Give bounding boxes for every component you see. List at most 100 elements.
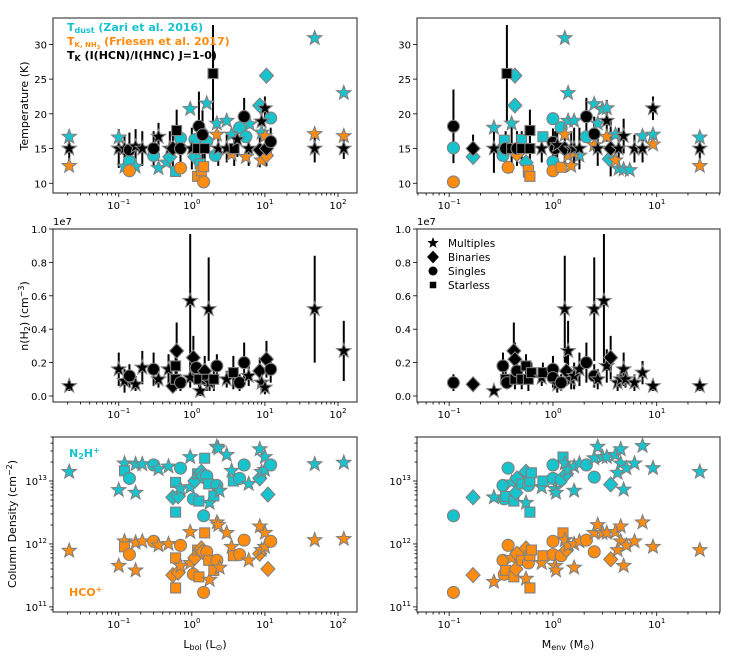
- star-marker: [485, 381, 503, 399]
- circle-marker: [147, 362, 161, 376]
- star-marker: [565, 481, 583, 499]
- legend-label: Singles: [448, 266, 486, 278]
- tick-label: 101: [648, 407, 665, 421]
- star-marker: [209, 439, 227, 456]
- diamond-marker: [465, 489, 481, 506]
- star-marker: [562, 156, 580, 174]
- star-marker: [633, 139, 652, 156]
- star-marker: [60, 376, 78, 394]
- offset-label-right: 1e7: [417, 217, 436, 228]
- star-marker: [218, 111, 236, 129]
- square-marker: [199, 143, 211, 155]
- tick-label: 10: [34, 179, 47, 190]
- star-marker: [633, 437, 652, 454]
- star-marker: [615, 556, 633, 574]
- circle-marker: [446, 141, 461, 155]
- circle-marker: [579, 458, 593, 472]
- legend-item-binaries: Binaries: [427, 250, 490, 264]
- star-marker: [60, 541, 78, 559]
- square-marker: [525, 467, 537, 479]
- star-marker: [485, 139, 503, 156]
- star-marker: [610, 139, 628, 156]
- diamond-marker: [602, 349, 619, 366]
- square-marker: [524, 582, 536, 594]
- series-hco-: [60, 513, 353, 599]
- star-marker: [556, 454, 574, 471]
- diamond-marker: [260, 486, 276, 503]
- circle-marker: [501, 160, 515, 174]
- star-marker: [559, 83, 577, 101]
- star-marker: [110, 556, 128, 574]
- star-marker: [149, 370, 168, 387]
- star-marker: [503, 114, 521, 131]
- star-marker: [335, 83, 353, 101]
- legend-label: Multiples: [448, 238, 495, 250]
- star-marker: [589, 139, 607, 156]
- axes-frame: [52, 228, 358, 403]
- legend-item-multiples: Multiples: [427, 237, 495, 250]
- star-marker: [133, 455, 151, 472]
- panel-density-vs-lbol: 10−1 100 101 102 0.0 0.2 0.4 0.6 0.8 1.0: [31, 225, 358, 421]
- tick-label: 25: [398, 75, 411, 86]
- tick-label: 1.0: [31, 225, 47, 236]
- circle-marker: [264, 534, 278, 548]
- tick-label: 101: [648, 198, 665, 212]
- plot-area: [60, 24, 353, 189]
- legend-dust: Tdust (Zari et al. 2016): [67, 21, 203, 35]
- star-marker: [691, 541, 709, 558]
- tick-label: 10−1: [107, 198, 130, 212]
- star-marker: [60, 139, 78, 156]
- diamond-marker: [168, 342, 185, 360]
- square-marker: [501, 68, 513, 80]
- star-marker: [228, 130, 246, 147]
- square-marker: [524, 170, 536, 182]
- circle-marker: [446, 376, 461, 390]
- tick-label: 1.0: [395, 225, 411, 236]
- star-marker: [559, 341, 577, 359]
- circle-marker: [173, 161, 188, 175]
- square-marker: [537, 367, 549, 379]
- star-marker: [585, 95, 603, 112]
- star-marker: [198, 94, 216, 111]
- circle-marker: [587, 127, 601, 141]
- tick-label: 0.0: [395, 392, 411, 403]
- square-marker: [524, 506, 536, 518]
- star-marker: [598, 111, 616, 129]
- series-t-k-nh3: [446, 125, 709, 189]
- star-marker: [517, 493, 535, 511]
- ylabel-coldens: Column Density (cm−2): [5, 460, 19, 588]
- panel-coldens-vs-lbol: 10−1 100 101 102 1011 1012 1013: [25, 436, 358, 631]
- tick-label: 0.4: [395, 325, 411, 336]
- star-marker: [589, 437, 607, 455]
- legend-item-starless: Starless: [429, 280, 490, 292]
- star-marker: [644, 376, 662, 394]
- star-marker: [616, 370, 635, 387]
- star-marker: [625, 373, 644, 390]
- square-marker: [537, 550, 549, 562]
- plot-area: [446, 437, 709, 599]
- plot-area: [60, 234, 353, 399]
- square-marker: [171, 124, 183, 137]
- circle-marker: [264, 111, 278, 125]
- tick-label: 102: [329, 407, 346, 421]
- star-marker: [556, 300, 574, 317]
- tick-label: 100: [544, 407, 561, 421]
- diamond-marker: [465, 148, 481, 166]
- circle-marker: [496, 359, 510, 373]
- axes-frame: [416, 436, 721, 613]
- tick-label: 101: [256, 617, 273, 631]
- circle-marker: [579, 110, 593, 124]
- tick-label: 100: [183, 407, 200, 421]
- star-marker: [306, 124, 324, 142]
- star-marker: [110, 480, 128, 498]
- circle-marker: [579, 356, 593, 370]
- star-marker: [133, 358, 151, 375]
- xlabel-lbol: Lbol (L⊙): [183, 638, 226, 652]
- star-marker: [598, 99, 616, 116]
- star-marker: [589, 370, 607, 387]
- star-marker: [256, 378, 274, 395]
- temperature-legend: Tdust (Zari et al. 2016) TK, NH3 (Friese…: [67, 21, 230, 63]
- star-marker: [644, 537, 662, 555]
- tick-label: 100: [183, 617, 200, 631]
